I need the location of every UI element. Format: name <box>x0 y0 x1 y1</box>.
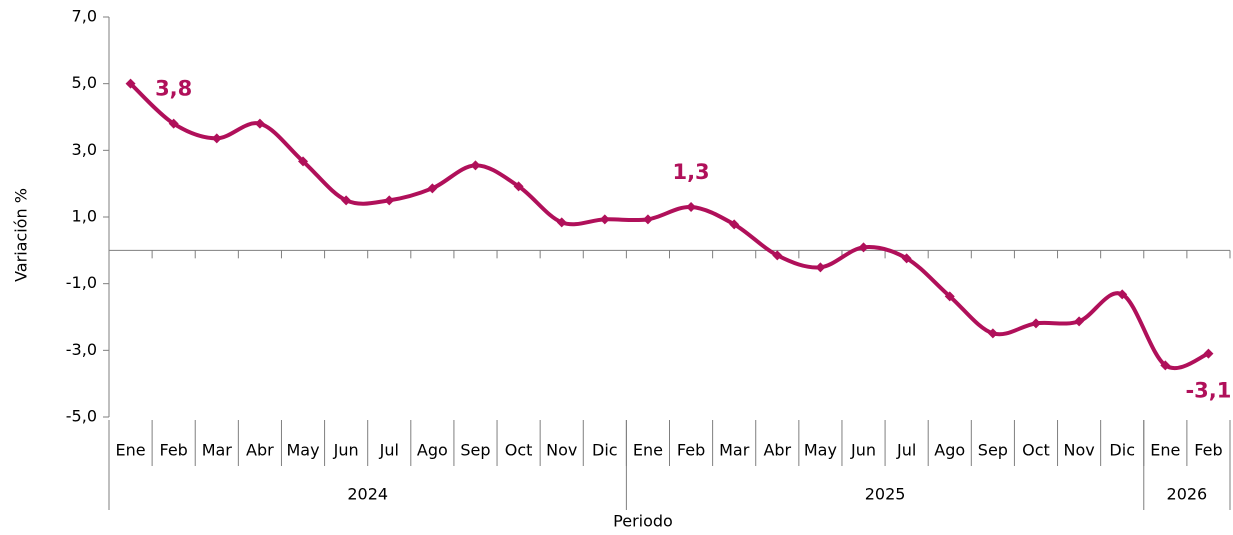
x-tick-label: Jul <box>379 441 399 460</box>
marker <box>427 183 438 194</box>
x-tick-label: Feb <box>1194 441 1222 460</box>
marker <box>1160 360 1171 371</box>
x-axis-title: Periodo <box>613 512 673 531</box>
y-tick-label: -3,0 <box>66 340 97 359</box>
x-tick-label: Dic <box>1109 441 1135 460</box>
marker <box>858 242 869 253</box>
marker <box>125 78 136 89</box>
x-tick-label: Mar <box>719 441 750 460</box>
group-label: 2025 <box>865 485 906 504</box>
marker <box>298 156 309 167</box>
x-tick-label: Dic <box>592 441 618 460</box>
value-label: 1,3 <box>672 160 709 184</box>
y-axis-title: Variación % <box>12 188 31 282</box>
x-tick-label: Sep <box>460 441 490 460</box>
marker <box>384 195 395 206</box>
marker <box>599 214 610 225</box>
y-tick-label: -1,0 <box>66 273 97 292</box>
x-tick-label: Oct <box>505 441 533 460</box>
x-tick-label: Ene <box>116 441 146 460</box>
marker <box>987 328 998 339</box>
marker <box>729 219 740 230</box>
x-tick-label: Nov <box>546 441 577 460</box>
marker <box>1117 289 1128 300</box>
marker <box>513 181 524 192</box>
marker <box>772 250 783 261</box>
y-tick-label: 3,0 <box>72 140 97 159</box>
y-tick-label: -5,0 <box>66 407 97 426</box>
x-tick-label: Abr <box>763 441 791 460</box>
x-tick-label: Mar <box>202 441 233 460</box>
x-tick-label: Ago <box>934 441 965 460</box>
marker <box>1030 318 1041 329</box>
x-tick-label: Ene <box>1150 441 1180 460</box>
y-tick-label: 5,0 <box>72 73 97 92</box>
value-label: -3,1 <box>1185 379 1231 403</box>
marker <box>901 253 912 264</box>
x-tick-label: Oct <box>1022 441 1050 460</box>
marker <box>341 195 352 206</box>
marker <box>254 118 265 129</box>
x-tick-label: Jul <box>896 441 916 460</box>
marker <box>1203 348 1214 359</box>
x-tick-label: Ago <box>417 441 448 460</box>
y-tick-label: 7,0 <box>72 7 97 26</box>
marker <box>470 160 481 171</box>
y-tick-label: 1,0 <box>72 207 97 226</box>
x-tick-label: Abr <box>246 441 274 460</box>
x-tick-label: May <box>804 441 837 460</box>
x-tick-label: Jun <box>850 441 876 460</box>
x-tick-label: Sep <box>978 441 1008 460</box>
x-tick-label: Feb <box>160 441 188 460</box>
marker <box>1074 316 1085 327</box>
marker <box>686 202 697 212</box>
group-label: 2026 <box>1167 485 1208 504</box>
marker <box>556 217 567 228</box>
marker <box>642 214 653 225</box>
x-tick-label: Feb <box>677 441 705 460</box>
marker <box>211 133 222 144</box>
x-tick-label: May <box>286 441 319 460</box>
value-label: 3,8 <box>155 77 192 101</box>
x-tick-label: Jun <box>333 441 359 460</box>
marker <box>944 291 955 302</box>
x-tick-label: Ene <box>633 441 663 460</box>
series-line <box>129 82 1210 370</box>
group-label: 2024 <box>347 485 388 504</box>
marker <box>168 118 179 129</box>
marker <box>815 262 826 273</box>
x-tick-label: Nov <box>1063 441 1094 460</box>
